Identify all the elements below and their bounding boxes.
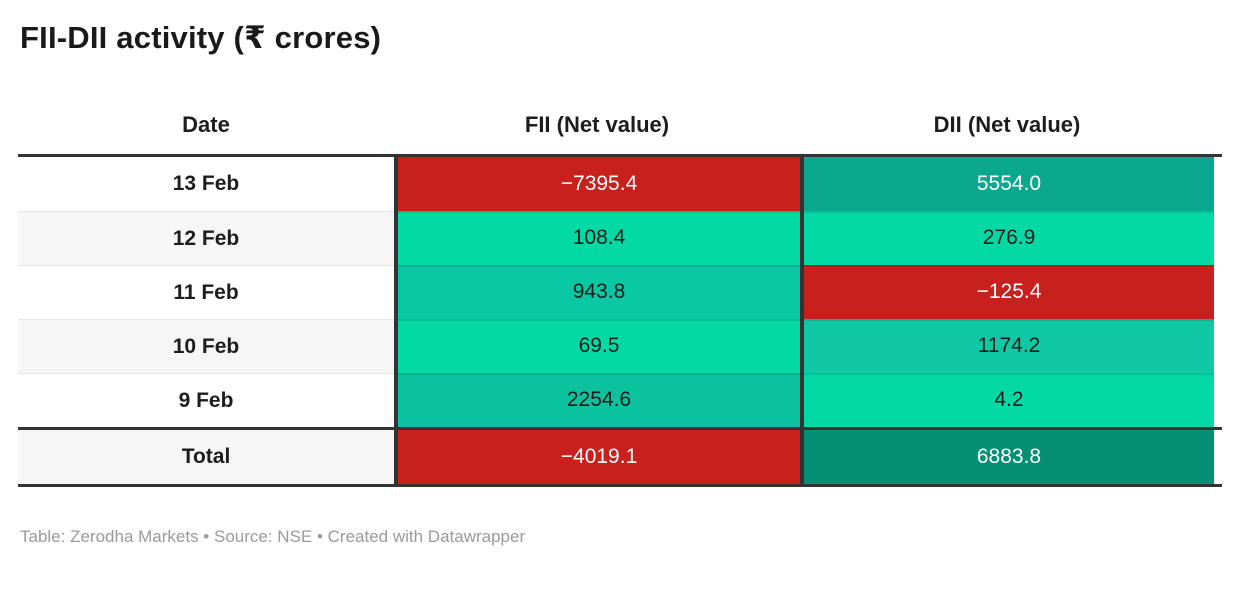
column-header-dii: DII (Net value) xyxy=(800,96,1214,154)
dii-value-cell: 1174.2 xyxy=(800,319,1214,373)
date-cell: 11 Feb xyxy=(18,265,394,319)
dii-value-cell: 4.2 xyxy=(800,373,1214,427)
attribution-line: Table: Zerodha Markets • Source: NSE • C… xyxy=(20,527,526,546)
fii-value-cell: 2254.6 xyxy=(394,373,800,427)
fii-value-cell: 943.8 xyxy=(394,265,800,319)
dii-value-cell: 276.9 xyxy=(800,211,1214,265)
date-cell: 9 Feb xyxy=(18,373,394,427)
table-row: 12 Feb 108.4 276.9 xyxy=(18,211,1222,265)
total-dii-cell: 6883.8 xyxy=(800,430,1214,484)
column-header-date: Date xyxy=(18,96,394,154)
date-cell: 13 Feb xyxy=(18,157,394,211)
dii-value-cell: 5554.0 xyxy=(800,157,1214,211)
fii-value-cell: 108.4 xyxy=(394,211,800,265)
date-cell: 12 Feb xyxy=(18,211,394,265)
total-label-cell: Total xyxy=(18,430,394,484)
table-total-row: Total −4019.1 6883.8 xyxy=(18,427,1222,487)
fii-value-cell: 69.5 xyxy=(394,319,800,373)
table-body: 13 Feb −7395.4 5554.0 12 Feb 108.4 276.9… xyxy=(18,157,1222,427)
table-row: 13 Feb −7395.4 5554.0 xyxy=(18,157,1222,211)
table-row: 10 Feb 69.5 1174.2 xyxy=(18,319,1222,373)
date-cell: 10 Feb xyxy=(18,319,394,373)
fii-value-cell: −7395.4 xyxy=(394,157,800,211)
dii-value-cell: −125.4 xyxy=(800,265,1214,319)
fii-dii-table: Date FII (Net value) DII (Net value) 13 … xyxy=(18,96,1222,487)
table-row: 11 Feb 943.8 −125.4 xyxy=(18,265,1222,319)
total-fii-cell: −4019.1 xyxy=(394,430,800,484)
datawrapper-table-widget: FII-DII activity (₹ crores) Date FII (Ne… xyxy=(18,20,1222,546)
table-header-row: Date FII (Net value) DII (Net value) xyxy=(18,96,1222,157)
chart-title: FII-DII activity (₹ crores) xyxy=(20,20,382,55)
table-row: 9 Feb 2254.6 4.2 xyxy=(18,373,1222,427)
column-header-fii: FII (Net value) xyxy=(394,96,800,154)
